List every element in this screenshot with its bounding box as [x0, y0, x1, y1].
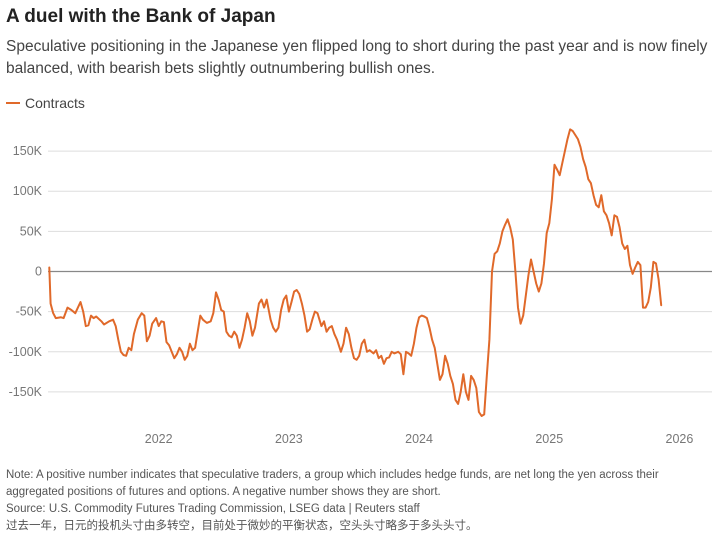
footnote: Note: A positive number indicates that s… — [6, 469, 659, 498]
legend: Contracts — [6, 95, 85, 111]
y-tick-label: -150K — [9, 385, 43, 399]
y-tick-label: 50K — [20, 224, 43, 238]
x-tick-label: 2024 — [405, 432, 433, 446]
x-tick-label: 2026 — [666, 432, 694, 446]
chart-title: A duel with the Bank of Japan — [6, 6, 276, 27]
y-tick-label: -50K — [16, 305, 43, 319]
series-line-contracts — [48, 128, 663, 417]
legend-label-contracts: Contracts — [25, 95, 85, 111]
chart-footer: Note: A positive number indicates that s… — [6, 467, 718, 535]
y-tick-label: 0 — [35, 265, 42, 279]
source-line: Source: U.S. Commodity Futures Trading C… — [6, 503, 420, 515]
x-axis-ticks: 2022 2023 2024 2025 2026 — [145, 432, 694, 446]
y-tick-label: -100K — [9, 345, 43, 359]
legend-swatch-contracts — [6, 102, 20, 104]
x-tick-label: 2025 — [535, 432, 563, 446]
y-tick-label: 100K — [13, 184, 43, 198]
series-layer — [48, 128, 663, 417]
x-tick-label: 2023 — [275, 432, 303, 446]
chart-subtitle: Speculative positioning in the Japanese … — [6, 38, 708, 77]
translation-line: 过去一年，日元的投机头寸由多转空，目前处于微妙的平衡状态，空头头寸略多于多头头寸… — [6, 520, 478, 532]
y-axis-ticks: 150K 100K 50K 0 -50K -100K -150K — [9, 144, 43, 399]
grid-lines — [48, 150, 712, 393]
x-tick-label: 2022 — [145, 432, 173, 446]
y-tick-label: 150K — [13, 144, 43, 158]
